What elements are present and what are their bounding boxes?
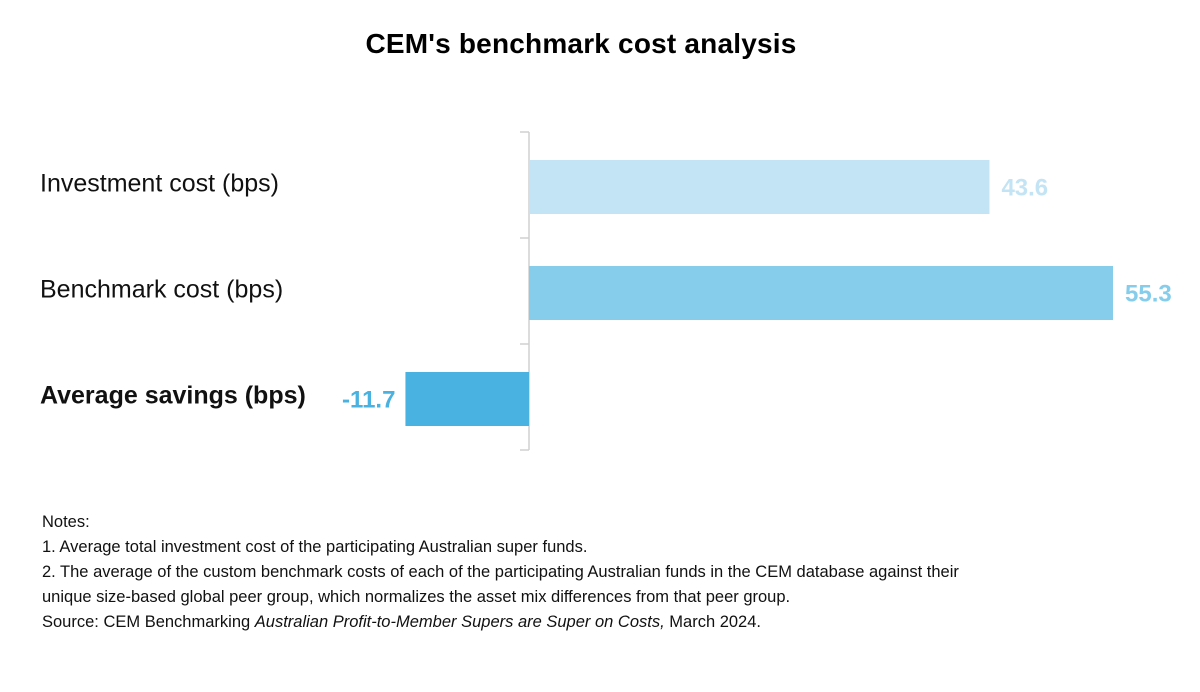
bar-1 — [529, 160, 990, 214]
bar-chart: Investment cost (bps) 43.6 Benchmark cost … — [40, 131, 1172, 451]
notes-heading: Notes: — [42, 513, 90, 531]
category-label: Benchmark cost (bps) — [40, 276, 283, 304]
category-label: Average savings (bps) — [40, 382, 306, 410]
bars-group — [405, 160, 1113, 426]
value-label: 43.6 — [1001, 174, 1048, 201]
labels-group: Investment cost (bps) 43.6 Benchmark cost … — [40, 170, 1172, 414]
value-label: -11.7 — [342, 386, 395, 413]
source-suffix: March 2024. — [664, 613, 761, 631]
chart-title: CEM's benchmark cost analysis — [365, 28, 797, 59]
bar-3 — [405, 372, 529, 426]
bar-2 — [529, 266, 1113, 320]
value-label: 55.3 — [1125, 280, 1172, 307]
note-1: 1. Average total investment cost of the … — [42, 538, 588, 556]
notes-section: Notes: 1. Average total investment cost … — [42, 510, 1162, 635]
source-title: Australian Profit-to-Member Supers are S… — [254, 613, 665, 631]
source-line: Source: CEM Benchmarking Australian Prof… — [42, 610, 1162, 635]
category-label: Investment cost (bps) — [40, 170, 279, 198]
note-2-line-2: unique size-based global peer group, whi… — [42, 588, 791, 606]
source-prefix: Source: CEM Benchmarking — [42, 613, 255, 631]
note-2-line-1: 2. The average of the custom benchmark c… — [42, 563, 959, 581]
